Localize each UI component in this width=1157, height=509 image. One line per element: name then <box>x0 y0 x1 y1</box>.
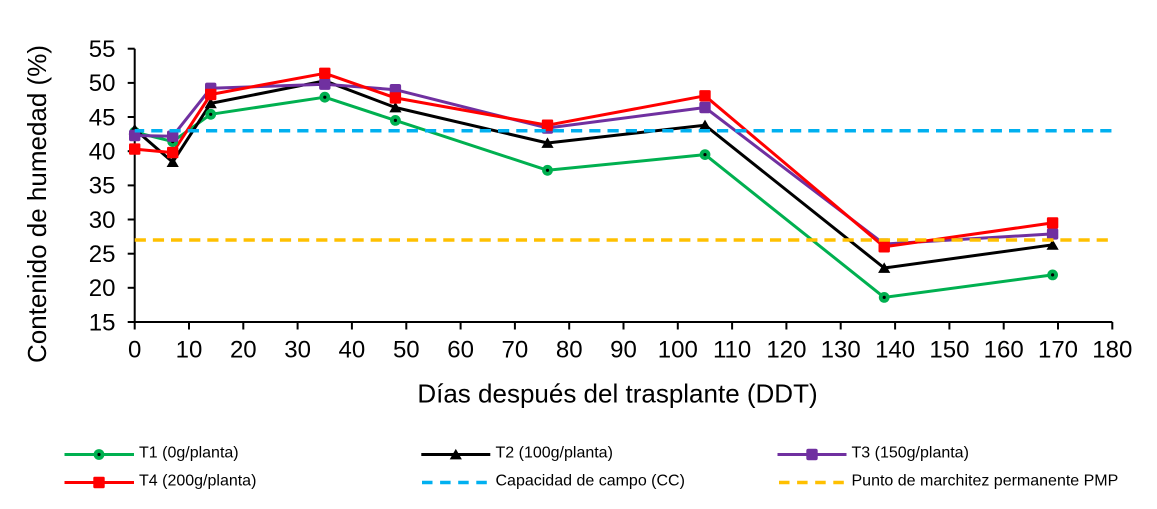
svg-text:55: 55 <box>89 36 116 63</box>
svg-text:90: 90 <box>610 336 637 363</box>
svg-text:0: 0 <box>128 336 141 363</box>
svg-text:T3 (150g/planta): T3 (150g/planta) <box>852 445 969 462</box>
svg-text:110: 110 <box>713 336 751 363</box>
svg-text:T1 (0g/planta): T1 (0g/planta) <box>139 445 239 462</box>
svg-text:30: 30 <box>89 207 116 234</box>
svg-text:T2 (100g/planta): T2 (100g/planta) <box>496 445 613 462</box>
svg-text:140: 140 <box>875 336 915 363</box>
svg-text:20: 20 <box>89 275 116 302</box>
svg-text:Capacidad de campo (CC): Capacidad de campo (CC) <box>496 473 685 490</box>
svg-text:T4 (200g/planta): T4 (200g/planta) <box>139 473 256 490</box>
svg-text:120: 120 <box>766 336 806 363</box>
svg-text:130: 130 <box>821 336 861 363</box>
svg-text:Punto de marchitez permanente: Punto de marchitez permanente PMP <box>852 473 1119 490</box>
svg-text:15: 15 <box>89 309 116 336</box>
svg-text:100: 100 <box>658 336 698 363</box>
svg-text:Contenido de humedad (%): Contenido de humedad (%) <box>22 45 52 363</box>
svg-text:60: 60 <box>447 336 474 363</box>
svg-text:40: 40 <box>89 139 116 166</box>
svg-text:180: 180 <box>1092 336 1132 363</box>
svg-text:45: 45 <box>89 104 116 131</box>
svg-text:80: 80 <box>556 336 583 363</box>
svg-text:50: 50 <box>393 336 420 363</box>
svg-text:150: 150 <box>929 336 969 363</box>
svg-text:170: 170 <box>1038 336 1078 363</box>
svg-text:50: 50 <box>89 70 116 97</box>
svg-text:Días después del trasplante (D: Días después del trasplante (DDT) <box>417 379 817 409</box>
svg-text:25: 25 <box>89 241 116 268</box>
svg-text:70: 70 <box>502 336 529 363</box>
svg-text:20: 20 <box>230 336 257 363</box>
svg-text:160: 160 <box>984 336 1024 363</box>
svg-text:35: 35 <box>89 173 116 200</box>
svg-text:10: 10 <box>176 336 203 363</box>
svg-text:30: 30 <box>284 336 311 363</box>
svg-text:40: 40 <box>339 336 366 363</box>
